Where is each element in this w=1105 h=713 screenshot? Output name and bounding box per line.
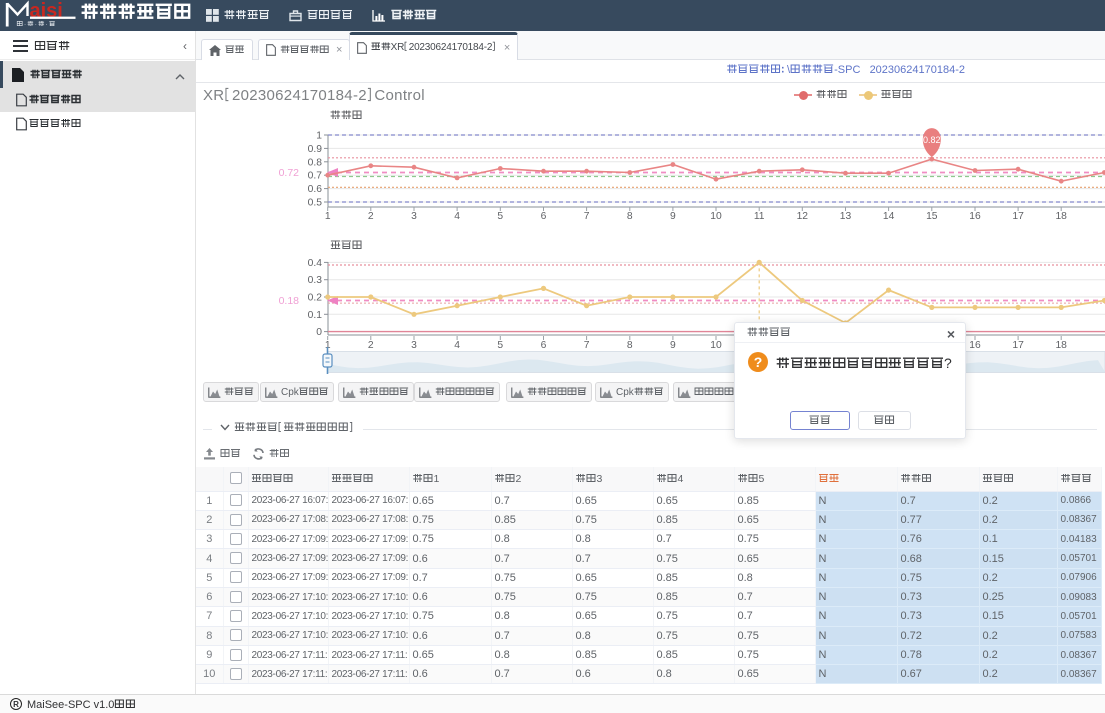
svg-text:18: 18	[1055, 340, 1067, 351]
svg-text:2: 2	[368, 211, 374, 222]
svg-text:14: 14	[883, 211, 895, 222]
svg-text:0.18: 0.18	[279, 295, 300, 307]
svg-text:10: 10	[710, 340, 722, 351]
svg-text:0.72: 0.72	[279, 167, 300, 179]
svg-text:3: 3	[411, 211, 417, 222]
svg-text:7: 7	[584, 340, 590, 351]
svg-text:0.6: 0.6	[308, 184, 323, 195]
svg-text:0.3: 0.3	[308, 275, 323, 286]
svg-text:11: 11	[754, 211, 765, 222]
svg-text:6: 6	[541, 340, 547, 351]
svg-text:2: 2	[368, 340, 374, 351]
svg-text:9: 9	[670, 340, 676, 351]
svg-text:12: 12	[797, 211, 809, 222]
svg-text:0.7: 0.7	[308, 171, 323, 182]
svg-text:5: 5	[497, 211, 503, 222]
svg-text:迈·斯·软·件: 迈·斯·软·件	[17, 20, 57, 27]
svg-text:8: 8	[627, 340, 633, 351]
svg-text:16: 16	[969, 340, 981, 351]
svg-text:4: 4	[454, 211, 460, 222]
svg-text:16: 16	[969, 211, 981, 222]
svg-text:平均值: 平均值	[330, 110, 363, 121]
svg-text:18: 18	[1055, 211, 1067, 222]
svg-text:0.8: 0.8	[308, 157, 323, 168]
svg-text:5: 5	[497, 340, 503, 351]
svg-text:0.2: 0.2	[308, 293, 323, 304]
svg-text:1: 1	[325, 340, 331, 351]
svg-text:7: 7	[584, 211, 590, 222]
svg-text:0.9: 0.9	[308, 144, 323, 155]
svg-text:17: 17	[1012, 340, 1024, 351]
svg-text:aisi: aisi	[30, 0, 63, 22]
svg-text:3: 3	[411, 340, 417, 351]
svg-text:15: 15	[926, 211, 938, 222]
svg-text:0.82: 0.82	[923, 135, 941, 145]
svg-text:0.5: 0.5	[308, 198, 323, 209]
svg-text:6: 6	[541, 211, 547, 222]
svg-text:极差值: 极差值	[330, 240, 363, 251]
svg-text:4: 4	[454, 340, 460, 351]
svg-text:1: 1	[325, 211, 331, 222]
svg-text:0.4: 0.4	[308, 258, 323, 269]
svg-text:0: 0	[316, 327, 322, 338]
svg-text:10: 10	[710, 211, 722, 222]
svg-text:8: 8	[627, 211, 633, 222]
svg-text:9: 9	[670, 211, 676, 222]
svg-text:0.1: 0.1	[308, 310, 323, 321]
svg-text:17: 17	[1012, 211, 1024, 222]
svg-text:13: 13	[840, 211, 852, 222]
svg-text:1: 1	[316, 131, 322, 142]
